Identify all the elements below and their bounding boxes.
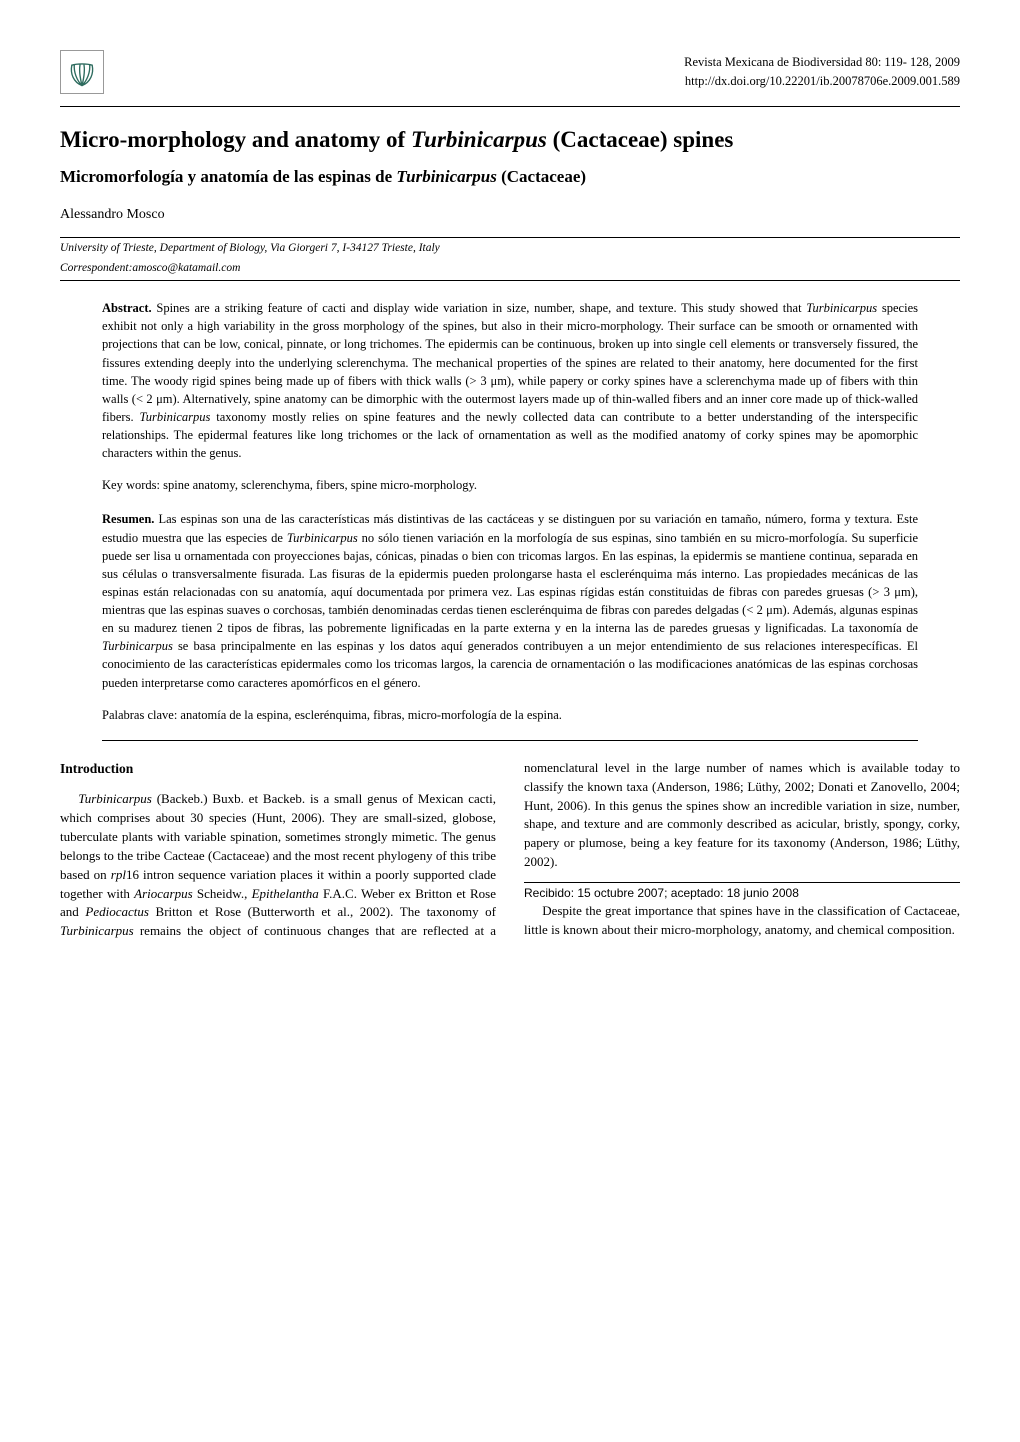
body-paragraph-2: Despite the great importance that spines… xyxy=(524,902,960,940)
received-block: Recibido: 15 octubre 2007; aceptado: 18 … xyxy=(524,882,960,902)
abstract-spanish: Resumen. Las espinas son una de las cara… xyxy=(102,510,918,691)
abstract-english: Abstract. Spines are a striking feature … xyxy=(102,299,918,462)
keywords-spanish: Palabras clave: anatomía de la espina, e… xyxy=(102,706,918,724)
title-english: Micro-morphology and anatomy of Turbinic… xyxy=(60,127,960,153)
journal-logo xyxy=(60,50,104,94)
journal-doi: http://dx.doi.org/10.22201/ib.20078706e.… xyxy=(684,72,960,91)
rule-received xyxy=(524,882,960,883)
title-spanish: Micromorfología y anatomía de las espina… xyxy=(60,167,960,187)
author-name: Alessandro Mosco xyxy=(60,207,960,223)
affiliation: University of Trieste, Department of Bio… xyxy=(60,240,960,256)
rule-author-top xyxy=(60,237,960,238)
received-accepted: Recibido: 15 octubre 2007; aceptado: 18 … xyxy=(524,885,960,902)
abstract-en-label: Abstract. xyxy=(102,301,152,315)
rule-top xyxy=(60,106,960,107)
rule-abstract-bottom xyxy=(102,740,918,741)
body-columns: Introduction Turbinicarpus (Backeb.) Bux… xyxy=(60,759,960,941)
rule-author-bottom xyxy=(60,280,960,281)
journal-line: Revista Mexicana de Biodiversidad 80: 11… xyxy=(684,53,960,72)
journal-citation: Revista Mexicana de Biodiversidad 80: 11… xyxy=(684,53,960,91)
shell-icon xyxy=(65,55,99,89)
keywords-english: Key words: spine anatomy, sclerenchyma, … xyxy=(102,476,918,494)
page-header: Revista Mexicana de Biodiversidad 80: 11… xyxy=(60,50,960,94)
abstract-es-label: Resumen. xyxy=(102,512,154,526)
correspondent: Correspondent:amosco@katamail.com xyxy=(60,260,960,276)
introduction-heading: Introduction xyxy=(60,759,496,779)
